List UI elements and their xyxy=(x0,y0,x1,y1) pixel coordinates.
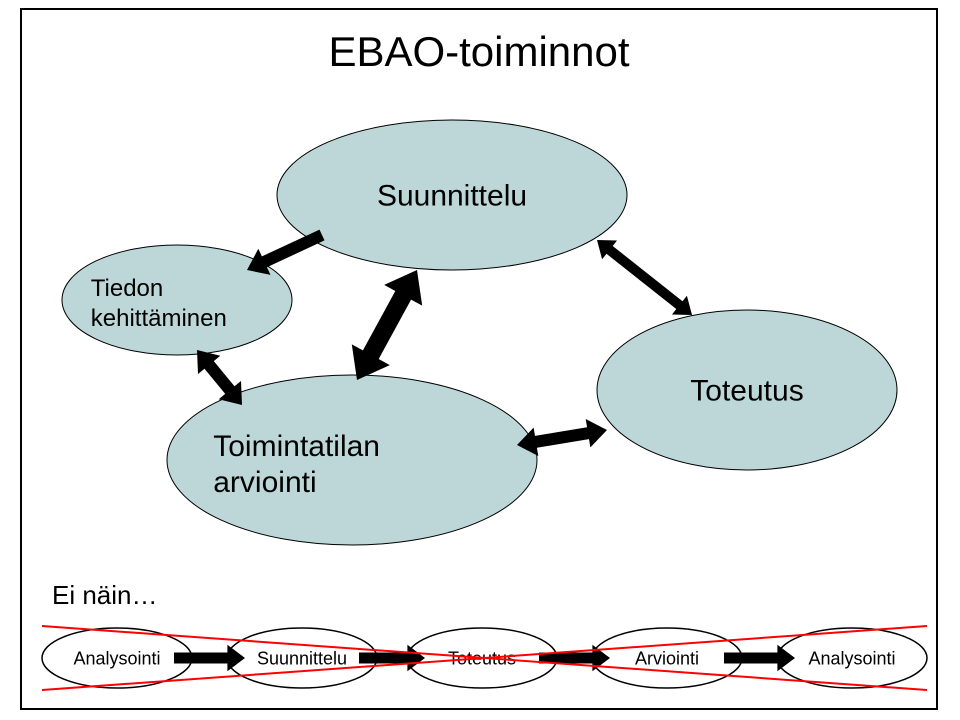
svg-text:Suunnittelu: Suunnittelu xyxy=(257,648,347,668)
svg-text:Toteutus: Toteutus xyxy=(690,375,803,408)
svg-text:arviointi: arviointi xyxy=(213,466,316,499)
svg-text:Analysointi: Analysointi xyxy=(73,648,160,668)
node-toteutus: Toteutus xyxy=(597,310,897,470)
diagram-frame: EBAO-toiminnot SuunnitteluTiedonkehittäm… xyxy=(20,8,938,710)
svg-text:Suunnittelu: Suunnittelu xyxy=(377,180,527,213)
node-suunnittelu: Suunnittelu xyxy=(277,120,627,270)
linear-node-3: Arviointi xyxy=(592,628,742,688)
svg-text:Arviointi: Arviointi xyxy=(635,648,699,668)
linear-node-1: Suunnittelu xyxy=(227,628,377,688)
svg-text:kehittäminen: kehittäminen xyxy=(91,305,227,332)
bottom-diagram: AnalysointiSuunnitteluToteutusArviointiA… xyxy=(22,608,936,708)
bottom-caption: Ei näin… xyxy=(52,580,158,611)
svg-text:Analysointi: Analysointi xyxy=(808,648,895,668)
linear-node-4: Analysointi xyxy=(777,628,927,688)
svg-text:Tiedon: Tiedon xyxy=(91,275,164,302)
linear-node-0: Analysointi xyxy=(42,628,192,688)
main-diagram: Suunnittelu Tiedon kehittäminen Toimintatil… xyxy=(22,10,936,570)
svg-text:Toimintatilan: Toimintatilan xyxy=(213,430,380,463)
node-toimintatilan: Toimintatilanarviointi xyxy=(167,375,537,545)
